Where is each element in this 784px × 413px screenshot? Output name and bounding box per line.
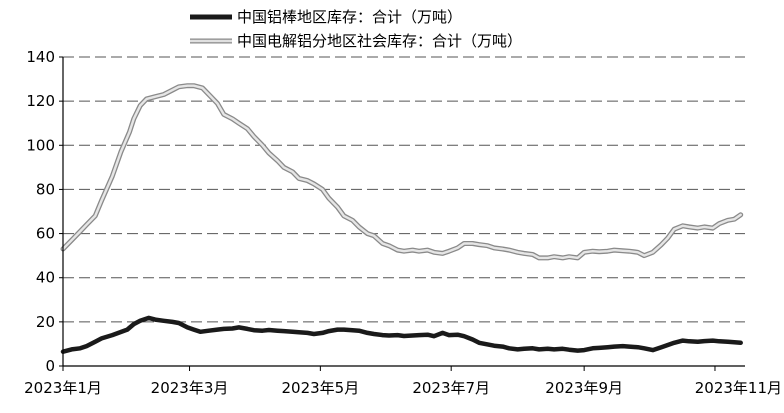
series-line-aluminum-rod xyxy=(60,315,743,354)
x-tick-label: 2023年3月 xyxy=(151,379,229,397)
legend-label-electrolytic-aluminum: 中国电解铝分地区社会库存：合计（万吨） xyxy=(237,32,522,50)
x-tick-label: 2023年9月 xyxy=(545,379,623,397)
y-axis-ticks: 0 20 40 60 80 100 120 140 xyxy=(26,48,63,375)
y-tick-label: 120 xyxy=(26,92,55,110)
x-tick-label: 2023年11月 xyxy=(695,379,782,397)
x-tick-label: 2023年7月 xyxy=(412,379,490,397)
y-tick-label: 100 xyxy=(26,136,55,154)
legend-entry-electrolytic-aluminum: 中国电解铝分地区社会库存：合计（万吨） xyxy=(190,32,522,50)
y-tick-label: 80 xyxy=(36,180,55,198)
y-tick-label: 20 xyxy=(36,313,55,331)
series-line-electrolytic-aluminum-outer xyxy=(60,83,744,261)
x-axis-ticks: 2023年1月 2023年3月 2023年5月 2023年7月 2023年9月 2023年… xyxy=(24,366,782,397)
y-tick-label: 0 xyxy=(45,357,55,375)
gridlines xyxy=(63,56,745,323)
x-tick-label: 2023年5月 xyxy=(281,379,359,397)
series-layer xyxy=(60,83,744,354)
y-tick-label: 140 xyxy=(26,48,55,66)
x-tick-label: 2023年1月 xyxy=(24,379,102,397)
axes xyxy=(62,57,745,367)
legend: 中国铝棒地区库存：合计（万吨） 中国电解铝分地区社会库存：合计（万吨） xyxy=(190,8,522,50)
y-tick-label: 60 xyxy=(36,225,55,243)
y-tick-label: 40 xyxy=(36,269,55,287)
legend-entry-aluminum-rod: 中国铝棒地区库存：合计（万吨） xyxy=(190,8,462,26)
series-line-electrolytic-aluminum xyxy=(61,84,742,260)
legend-label-aluminum-rod: 中国铝棒地区库存：合计（万吨） xyxy=(237,8,462,26)
